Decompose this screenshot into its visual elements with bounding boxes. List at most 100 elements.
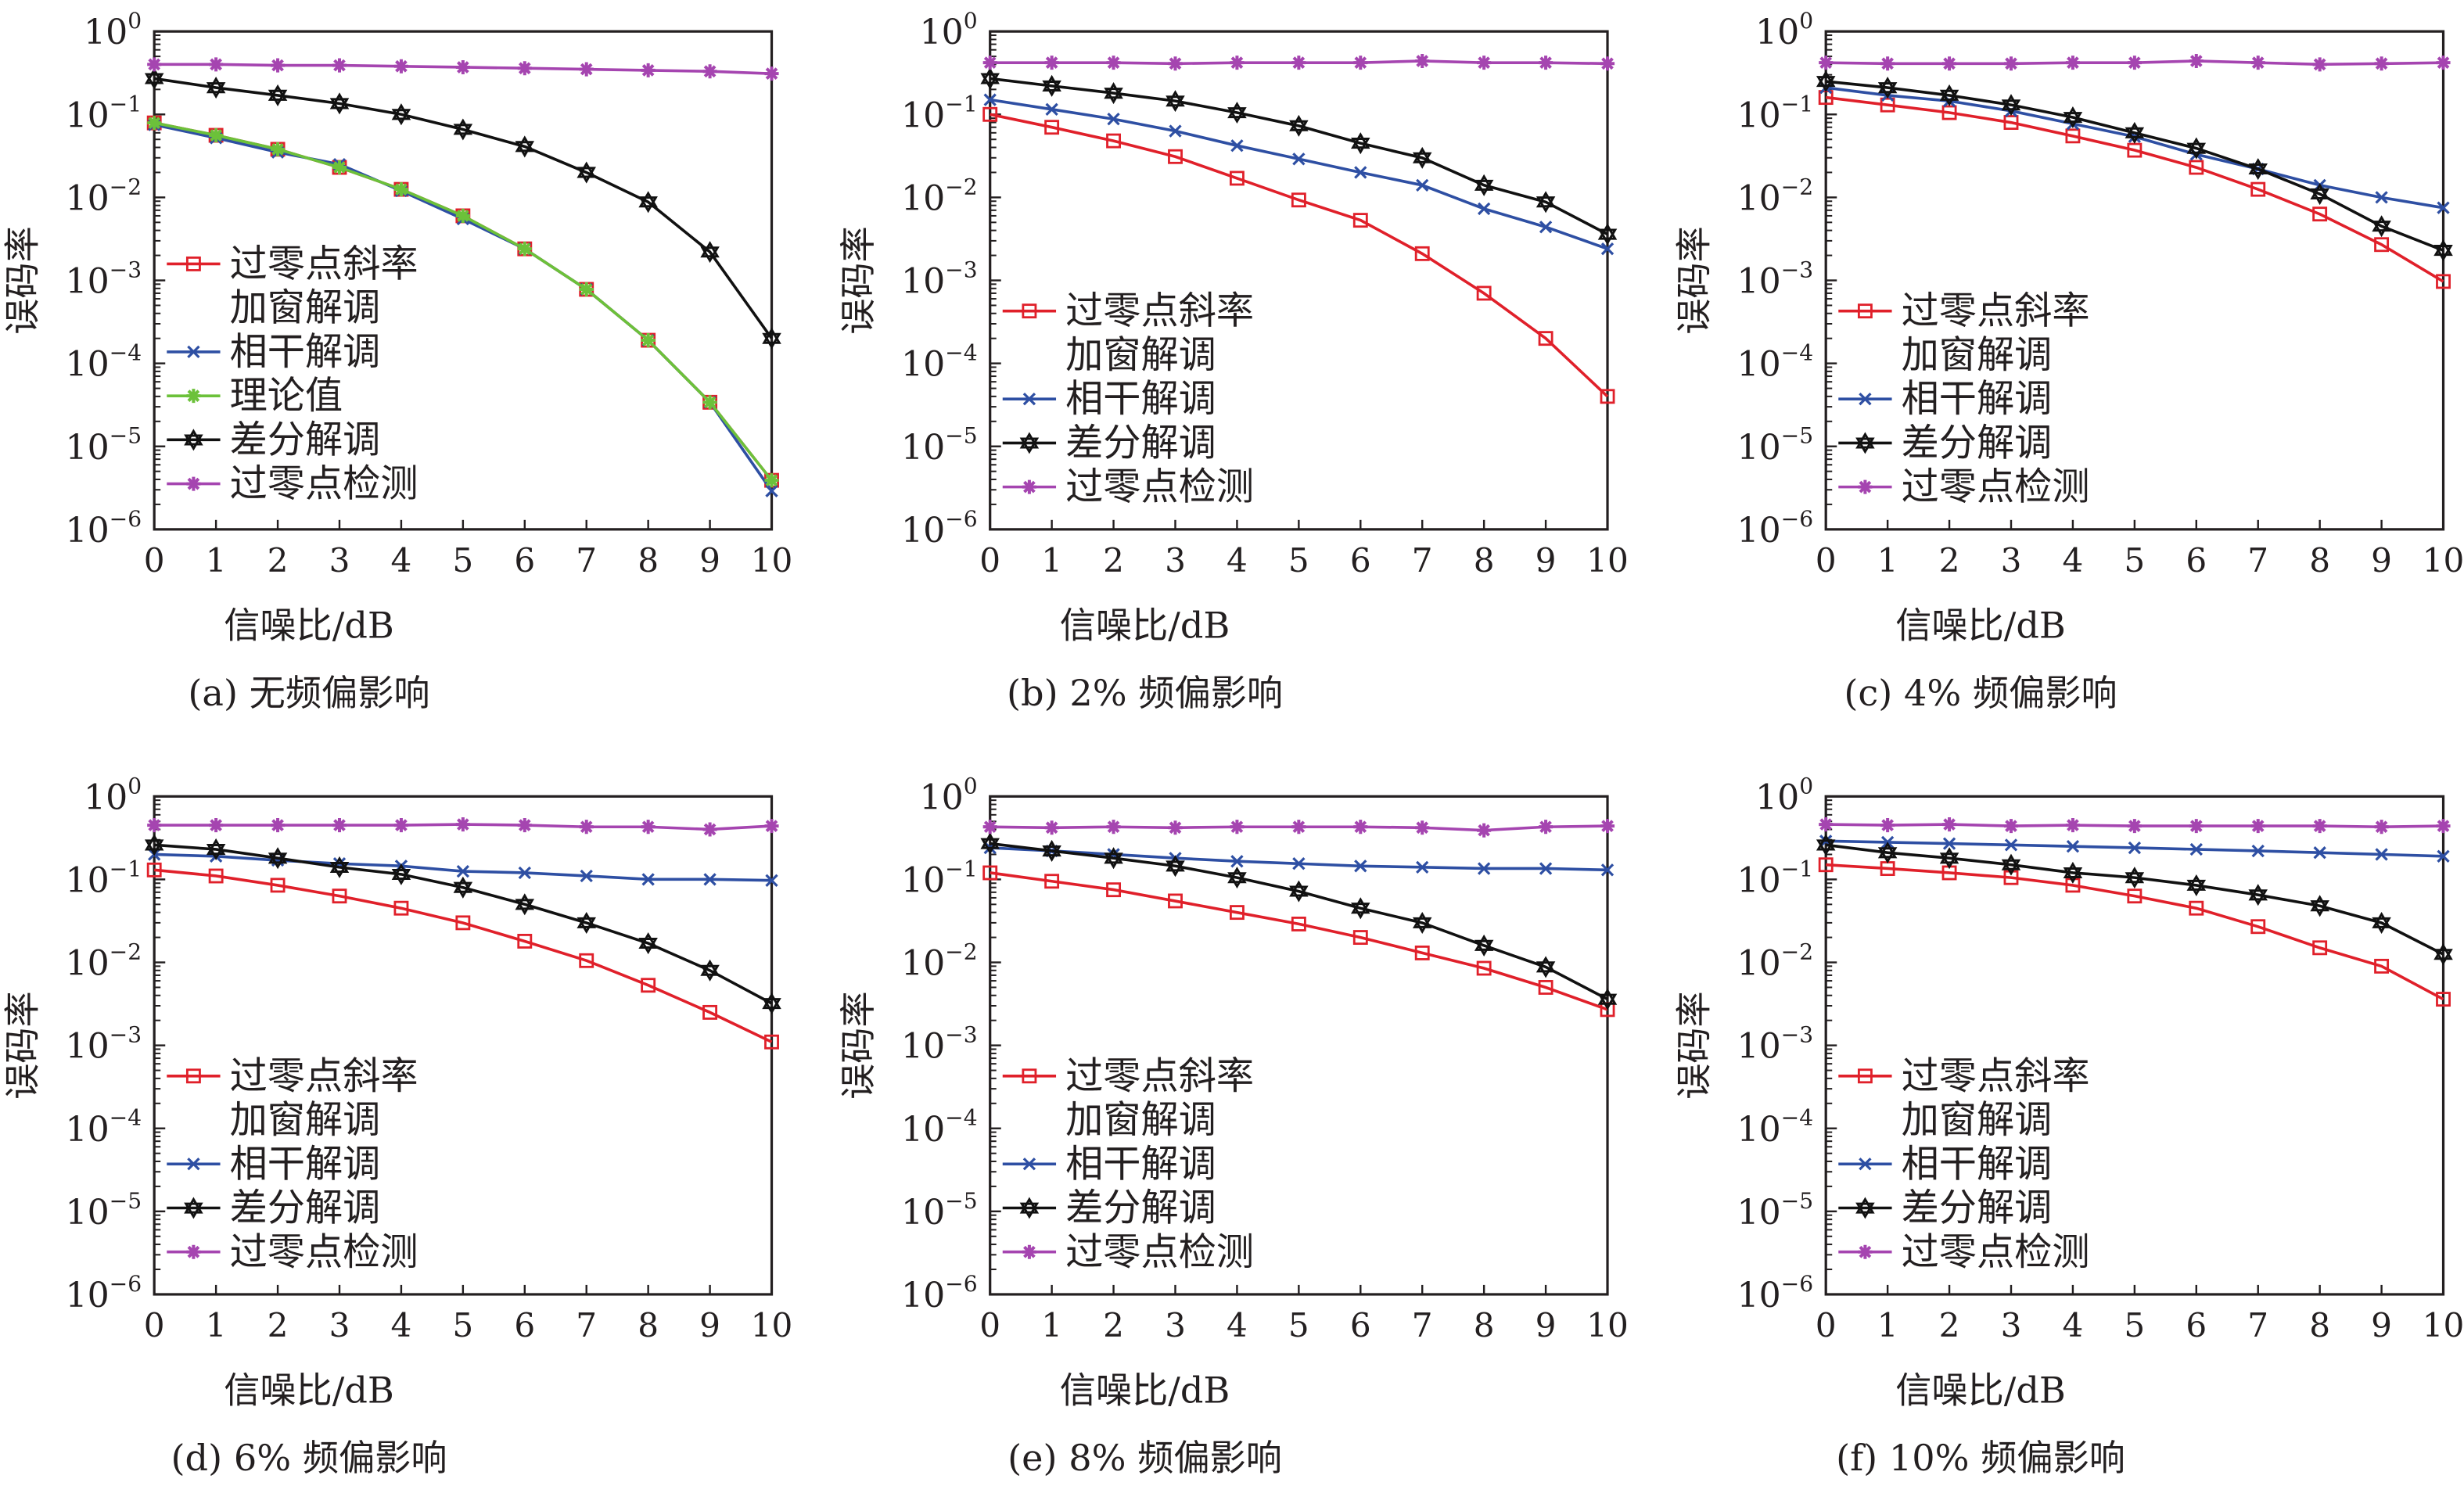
y-tick-base: 10 bbox=[901, 428, 945, 468]
y-tick-label: 10−6 bbox=[901, 1271, 978, 1316]
data-point bbox=[702, 395, 717, 410]
y-tick-base: 10 bbox=[1737, 1193, 1780, 1233]
y-axis-label: 误码率 bbox=[837, 226, 879, 335]
series-blue bbox=[1819, 81, 2450, 214]
legend-marker bbox=[1022, 303, 1037, 319]
data-point bbox=[329, 92, 350, 115]
y-axis-label: 误码率 bbox=[1673, 991, 1715, 1100]
series-red bbox=[982, 106, 1615, 404]
x-tick-label: 3 bbox=[1165, 1306, 1186, 1344]
legend-label: 加窗解调 bbox=[1065, 333, 1216, 377]
series-line bbox=[1825, 95, 2444, 283]
y-tick-exponent: −2 bbox=[110, 174, 142, 199]
y-axis-label: 误码率 bbox=[2, 226, 44, 335]
x-tick-label: 0 bbox=[144, 541, 165, 580]
y-tick-label: 100 bbox=[920, 8, 978, 52]
legend-label: 相干解调 bbox=[230, 1142, 381, 1186]
y-tick-exponent: −3 bbox=[945, 257, 977, 282]
data-point bbox=[1880, 56, 1895, 71]
x-tick-label: 1 bbox=[1041, 1306, 1062, 1344]
data-point bbox=[1353, 820, 1368, 835]
x-tick-label: 5 bbox=[452, 541, 473, 580]
data-point bbox=[393, 59, 408, 74]
data-point bbox=[2001, 94, 2021, 117]
legend-label: 过零点检测 bbox=[1902, 1230, 2090, 1274]
data-point bbox=[2250, 181, 2266, 197]
y-tick-label: 10−2 bbox=[901, 939, 978, 983]
data-point bbox=[579, 820, 594, 835]
x-tick-label: 10 bbox=[751, 1306, 793, 1344]
plot-frame bbox=[153, 795, 774, 1296]
series-black bbox=[144, 834, 781, 1015]
y-tick-exponent: 0 bbox=[128, 773, 142, 799]
y-tick-base: 10 bbox=[84, 777, 128, 817]
y-tick-label: 10−6 bbox=[1737, 1271, 1813, 1316]
data-point bbox=[2127, 56, 2142, 70]
x-tick-label: 6 bbox=[514, 1306, 535, 1344]
y-tick-exponent: −6 bbox=[945, 506, 977, 532]
y-tick-base: 10 bbox=[65, 1027, 109, 1067]
x-axis-label: 信噪比/dB bbox=[224, 1369, 394, 1412]
data-point bbox=[579, 953, 594, 968]
data-point bbox=[1597, 223, 1618, 246]
legend-label: 理论值 bbox=[230, 374, 343, 418]
series-line bbox=[154, 852, 772, 882]
series-red bbox=[1818, 90, 2451, 289]
data-point bbox=[702, 1004, 718, 1020]
series-line bbox=[1825, 86, 2444, 210]
series-green bbox=[147, 116, 779, 488]
y-tick-base: 10 bbox=[901, 1276, 945, 1316]
legend-label: 差分解调 bbox=[1902, 421, 2053, 465]
data-point bbox=[1939, 847, 1959, 870]
x-tick-label: 5 bbox=[1288, 541, 1309, 580]
data-point bbox=[1600, 242, 1615, 256]
data-point bbox=[2437, 201, 2450, 214]
data-point bbox=[1600, 389, 1615, 404]
x-tick-label: 1 bbox=[206, 541, 227, 580]
data-point bbox=[2186, 874, 2207, 897]
data-point bbox=[2003, 115, 2019, 131]
y-tick-base: 10 bbox=[901, 860, 945, 900]
x-tick-label: 7 bbox=[1412, 541, 1433, 580]
y-tick-base: 10 bbox=[1755, 13, 1799, 52]
series-line bbox=[154, 843, 773, 1005]
data-point bbox=[455, 59, 470, 75]
data-point bbox=[982, 865, 998, 881]
x-tick-label: 2 bbox=[268, 541, 289, 580]
legend-marker bbox=[184, 1197, 203, 1219]
data-point bbox=[206, 838, 226, 861]
data-point bbox=[2189, 900, 2204, 916]
data-point bbox=[271, 142, 286, 156]
data-point bbox=[1539, 862, 1553, 875]
x-tick-label: 8 bbox=[1474, 541, 1495, 580]
data-point bbox=[1351, 897, 1370, 920]
data-point bbox=[1044, 874, 1060, 889]
legend-label: 差分解调 bbox=[230, 1186, 381, 1230]
data-point bbox=[2436, 819, 2451, 834]
data-point bbox=[1880, 818, 1895, 833]
series-line bbox=[990, 846, 1608, 872]
legend-marker bbox=[187, 1158, 200, 1171]
y-tick-base: 10 bbox=[65, 428, 109, 468]
y-tick-label: 10−6 bbox=[65, 1271, 142, 1316]
series-line bbox=[1826, 80, 2444, 252]
y-tick-label: 10−4 bbox=[901, 1105, 978, 1150]
data-point bbox=[1227, 101, 1247, 124]
legend-label: 加窗解调 bbox=[230, 1098, 381, 1142]
y-tick-label: 10−2 bbox=[1737, 174, 1813, 218]
data-point bbox=[329, 856, 350, 878]
y-tick-base: 10 bbox=[1737, 95, 1780, 135]
y-tick-exponent: −2 bbox=[1781, 939, 1813, 964]
data-point bbox=[700, 241, 720, 264]
legend-marker bbox=[187, 345, 200, 359]
data-point bbox=[1477, 862, 1491, 875]
x-tick-label: 3 bbox=[2001, 1306, 2022, 1344]
y-tick-exponent: −3 bbox=[110, 1022, 142, 1048]
y-tick-base: 10 bbox=[901, 511, 945, 551]
x-tick-label: 1 bbox=[206, 1306, 227, 1344]
y-tick-base: 10 bbox=[901, 345, 945, 385]
data-point bbox=[517, 933, 533, 949]
y-tick-exponent: 0 bbox=[964, 8, 978, 34]
